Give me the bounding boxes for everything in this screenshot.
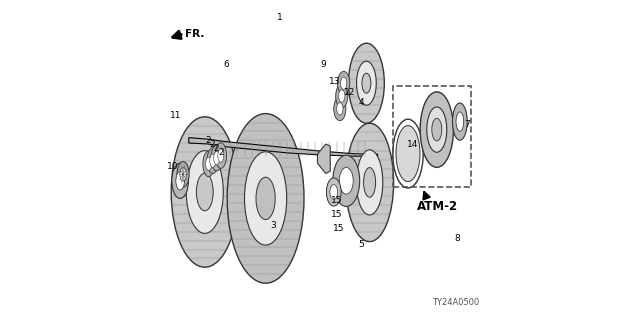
Text: 15: 15 bbox=[332, 210, 342, 219]
Text: 9: 9 bbox=[321, 60, 326, 68]
Ellipse shape bbox=[346, 123, 394, 242]
Text: 5: 5 bbox=[358, 240, 364, 249]
Ellipse shape bbox=[340, 77, 347, 89]
Ellipse shape bbox=[172, 117, 239, 267]
Ellipse shape bbox=[333, 155, 360, 206]
Ellipse shape bbox=[203, 151, 214, 177]
Ellipse shape bbox=[339, 90, 345, 102]
Polygon shape bbox=[189, 138, 378, 156]
Ellipse shape bbox=[227, 114, 304, 283]
Text: 11: 11 bbox=[170, 111, 181, 120]
Ellipse shape bbox=[326, 178, 341, 206]
Text: 6: 6 bbox=[224, 60, 229, 68]
Ellipse shape bbox=[356, 150, 383, 215]
Ellipse shape bbox=[452, 103, 467, 140]
Ellipse shape bbox=[218, 149, 224, 162]
Ellipse shape bbox=[348, 43, 384, 123]
Text: 7: 7 bbox=[465, 120, 470, 129]
Text: 15: 15 bbox=[333, 224, 345, 233]
Text: 2: 2 bbox=[214, 144, 219, 153]
Text: 1: 1 bbox=[277, 13, 283, 22]
Text: 14: 14 bbox=[407, 140, 419, 148]
Ellipse shape bbox=[210, 154, 216, 167]
Ellipse shape bbox=[214, 151, 220, 165]
Ellipse shape bbox=[420, 92, 453, 167]
Text: 13: 13 bbox=[329, 77, 340, 86]
Ellipse shape bbox=[256, 177, 275, 220]
Ellipse shape bbox=[205, 157, 212, 171]
Ellipse shape bbox=[336, 84, 348, 108]
Text: 10: 10 bbox=[167, 162, 179, 171]
Text: 2: 2 bbox=[209, 140, 215, 149]
Ellipse shape bbox=[356, 61, 376, 105]
Ellipse shape bbox=[334, 97, 346, 121]
Ellipse shape bbox=[396, 126, 420, 182]
Text: 12: 12 bbox=[344, 88, 355, 97]
Ellipse shape bbox=[215, 143, 227, 168]
Ellipse shape bbox=[211, 145, 223, 171]
Ellipse shape bbox=[177, 162, 189, 187]
Text: 15: 15 bbox=[332, 196, 342, 204]
Text: ATM-2: ATM-2 bbox=[417, 200, 458, 213]
Ellipse shape bbox=[456, 112, 463, 131]
Ellipse shape bbox=[362, 73, 371, 93]
Ellipse shape bbox=[339, 167, 353, 194]
Text: 3: 3 bbox=[271, 221, 276, 230]
FancyArrowPatch shape bbox=[173, 31, 181, 39]
Ellipse shape bbox=[244, 152, 287, 245]
Ellipse shape bbox=[196, 173, 213, 211]
Text: 2: 2 bbox=[205, 136, 211, 145]
Ellipse shape bbox=[427, 107, 447, 152]
Ellipse shape bbox=[180, 168, 186, 181]
Text: TY24A0500: TY24A0500 bbox=[433, 298, 479, 307]
Ellipse shape bbox=[337, 103, 343, 115]
Text: 4: 4 bbox=[358, 98, 364, 107]
Ellipse shape bbox=[364, 168, 376, 197]
Ellipse shape bbox=[432, 118, 442, 141]
Text: 2: 2 bbox=[218, 148, 223, 157]
Ellipse shape bbox=[186, 151, 223, 233]
Polygon shape bbox=[317, 144, 330, 173]
Ellipse shape bbox=[176, 172, 184, 190]
Text: 8: 8 bbox=[455, 234, 460, 243]
Ellipse shape bbox=[207, 148, 219, 173]
Ellipse shape bbox=[330, 185, 337, 199]
Ellipse shape bbox=[338, 71, 349, 95]
Ellipse shape bbox=[172, 163, 188, 198]
Text: FR.: FR. bbox=[185, 29, 204, 39]
